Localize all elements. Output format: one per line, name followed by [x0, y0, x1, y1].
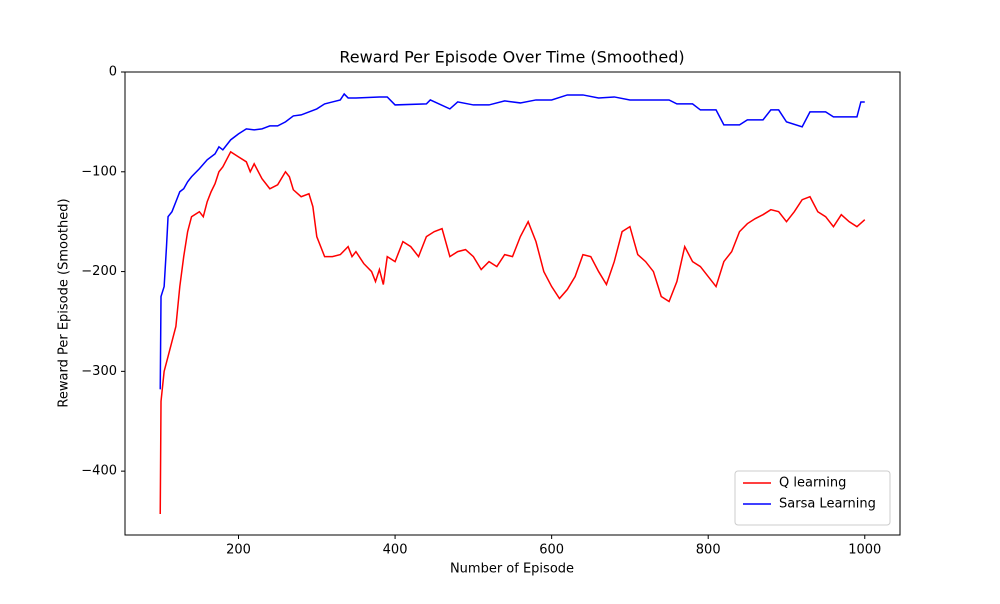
- y-axis-label: Reward Per Episode (Smoothed): [57, 198, 72, 407]
- plot-frame: [124, 71, 901, 536]
- y-tick-label: 0: [109, 65, 117, 80]
- x-tick-label: 200: [226, 543, 251, 558]
- legend-label: Sarsa Learning: [779, 497, 876, 512]
- x-tick-label: 600: [539, 543, 564, 558]
- series-line: [159, 92, 865, 390]
- x-tick-label: 1000: [848, 543, 881, 558]
- legend-box: [734, 470, 891, 526]
- y-tick-label: −400: [81, 464, 117, 479]
- series-line: [159, 150, 866, 515]
- legend-label: Q learning: [779, 476, 846, 491]
- x-tick-label: 800: [696, 543, 721, 558]
- chart-title: Reward Per Episode Over Time (Smoothed): [339, 48, 684, 67]
- y-tick-label: −200: [81, 264, 117, 279]
- x-axis-label: Number of Episode: [450, 562, 574, 577]
- x-tick-label: 400: [383, 543, 408, 558]
- y-tick-label: −300: [81, 364, 117, 379]
- y-tick-label: −100: [81, 164, 117, 179]
